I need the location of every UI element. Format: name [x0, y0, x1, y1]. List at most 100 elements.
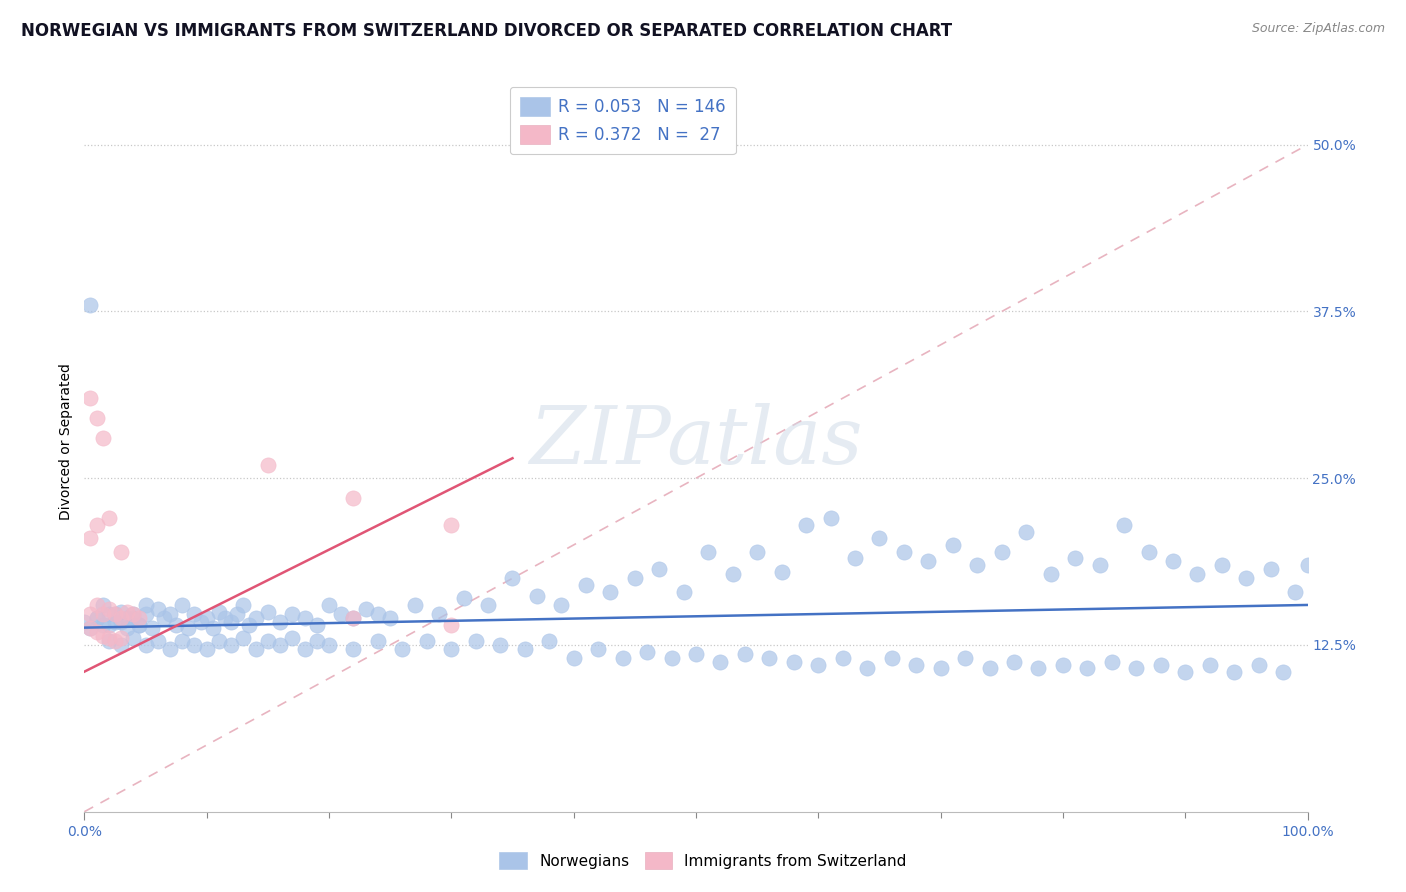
- Point: [758, 651, 780, 665]
- Point: [73, 615, 96, 630]
- Point: [238, 618, 260, 632]
- Point: [91, 598, 114, 612]
- Point: [380, 611, 402, 625]
- Point: [747, 544, 769, 558]
- Point: [97, 602, 120, 616]
- Point: [661, 651, 683, 665]
- Point: [599, 584, 621, 599]
- Point: [440, 517, 463, 532]
- Point: [685, 648, 707, 662]
- Point: [91, 629, 114, 643]
- Point: [172, 598, 194, 612]
- Point: [183, 607, 205, 622]
- Point: [416, 634, 439, 648]
- Point: [115, 621, 138, 635]
- Point: [86, 611, 108, 625]
- Point: [697, 544, 720, 558]
- Point: [195, 611, 218, 625]
- Legend: R = 0.053   N = 146, R = 0.372   N =  27: R = 0.053 N = 146, R = 0.372 N = 27: [509, 87, 735, 154]
- Point: [104, 607, 127, 622]
- Point: [97, 511, 120, 525]
- Point: [208, 634, 231, 648]
- Point: [86, 517, 108, 532]
- Point: [172, 634, 194, 648]
- Point: [177, 621, 200, 635]
- Point: [122, 607, 145, 622]
- Point: [489, 638, 512, 652]
- Point: [991, 544, 1014, 558]
- Point: [257, 605, 280, 619]
- Point: [1039, 567, 1062, 582]
- Point: [305, 618, 328, 632]
- Point: [128, 611, 150, 625]
- Point: [1114, 517, 1136, 532]
- Point: [135, 638, 157, 652]
- Point: [110, 632, 132, 646]
- Point: [1187, 567, 1209, 582]
- Point: [721, 567, 744, 582]
- Point: [79, 621, 101, 635]
- Point: [269, 615, 291, 630]
- Point: [281, 607, 304, 622]
- Point: [245, 611, 267, 625]
- Point: [201, 621, 224, 635]
- Point: [1211, 558, 1233, 572]
- Point: [110, 544, 132, 558]
- Point: [1161, 554, 1184, 568]
- Point: [183, 638, 205, 652]
- Point: [294, 642, 316, 657]
- Point: [538, 634, 561, 648]
- Point: [440, 618, 463, 632]
- Point: [79, 531, 101, 545]
- Point: [917, 554, 939, 568]
- Point: [219, 638, 242, 652]
- Point: [367, 634, 389, 648]
- Point: [342, 642, 364, 657]
- Point: [190, 615, 212, 630]
- Point: [79, 621, 101, 635]
- Point: [404, 598, 426, 612]
- Point: [1174, 665, 1197, 679]
- Point: [135, 607, 157, 622]
- Point: [86, 624, 108, 639]
- Point: [464, 634, 486, 648]
- Point: [97, 634, 120, 648]
- Point: [648, 562, 671, 576]
- Point: [966, 558, 988, 572]
- Point: [1002, 656, 1025, 670]
- Point: [1088, 558, 1111, 572]
- Point: [318, 638, 340, 652]
- Point: [135, 598, 157, 612]
- Point: [1247, 657, 1270, 672]
- Legend: Norwegians, Immigrants from Switzerland: Norwegians, Immigrants from Switzerland: [494, 846, 912, 875]
- Point: [208, 605, 231, 619]
- Text: Source: ZipAtlas.com: Source: ZipAtlas.com: [1251, 22, 1385, 36]
- Point: [257, 634, 280, 648]
- Point: [146, 602, 169, 616]
- Point: [1150, 657, 1173, 672]
- Point: [1284, 584, 1306, 599]
- Point: [330, 607, 353, 622]
- Point: [427, 607, 450, 622]
- Point: [79, 391, 101, 405]
- Point: [562, 651, 585, 665]
- Point: [929, 660, 952, 674]
- Point: [159, 607, 181, 622]
- Point: [550, 598, 572, 612]
- Point: [257, 458, 280, 472]
- Point: [856, 660, 879, 674]
- Point: [122, 607, 145, 622]
- Point: [153, 611, 176, 625]
- Point: [97, 607, 120, 622]
- Point: [146, 634, 169, 648]
- Point: [869, 531, 891, 545]
- Point: [195, 642, 218, 657]
- Point: [97, 632, 120, 646]
- Point: [342, 611, 364, 625]
- Point: [86, 611, 108, 625]
- Point: [770, 565, 793, 579]
- Point: [624, 571, 647, 585]
- Point: [128, 618, 150, 632]
- Point: [219, 615, 242, 630]
- Point: [1260, 562, 1282, 576]
